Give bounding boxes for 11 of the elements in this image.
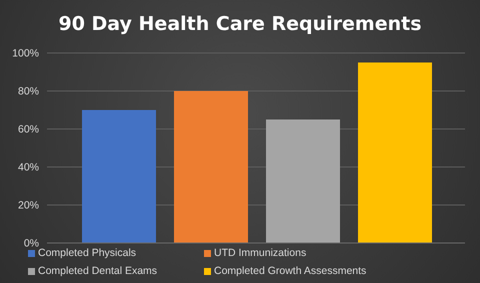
legend-label: Completed Dental Exams [38, 265, 158, 277]
legend-label: Completed Growth Assessments [214, 265, 366, 277]
y-tick-label: 60% [18, 124, 39, 136]
legend-label: UTD Immunizations [214, 247, 306, 259]
y-tick-label: 20% [18, 200, 39, 212]
y-tick-label: 100% [12, 48, 39, 60]
legend-label: Completed Physicals [38, 247, 136, 259]
y-tick-label: 40% [18, 162, 39, 174]
chart-title: 90 Day Health Care Requirements [57, 12, 423, 37]
y-tick-label: 80% [18, 86, 39, 98]
y-tick-label: 0% [24, 238, 39, 250]
